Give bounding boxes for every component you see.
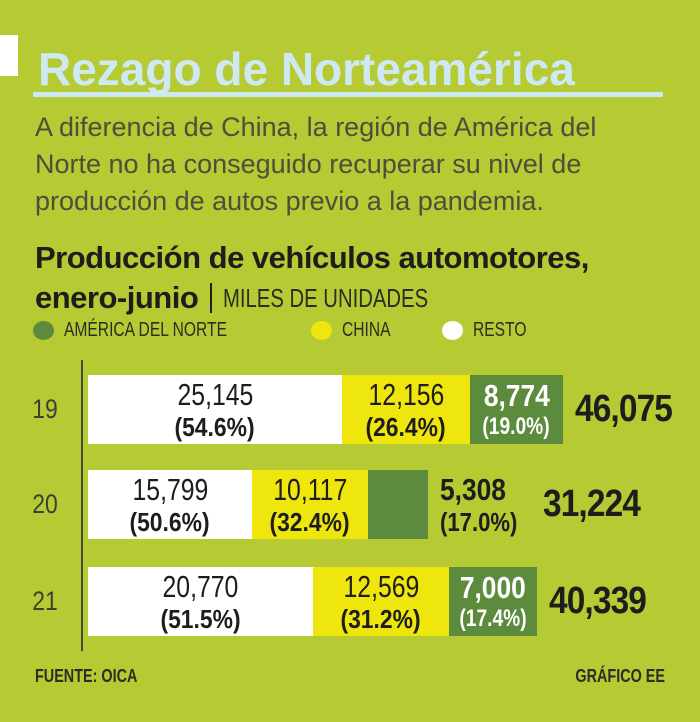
row-total-label: 40,339 <box>549 580 647 622</box>
footer: FUENTE: OICA GRÁFICO EE <box>35 666 665 687</box>
bar-segment-america-del-norte: 8,774 (19.0%) <box>470 375 563 444</box>
chart-title-period: enero-junio <box>35 280 199 315</box>
segment-percent-label: (17.0%) <box>440 507 518 537</box>
legend-label: RESTO <box>473 318 527 341</box>
segment-value-label: 25,145 <box>177 377 253 412</box>
segment-value-label: 8,774 <box>483 378 550 413</box>
segment-percent-label: (26.4%) <box>365 412 447 442</box>
legend-dot-white-icon <box>442 320 464 340</box>
chart-title: Producción de vehículos automotores, ene… <box>35 240 589 315</box>
legend-label: CHINA <box>341 318 391 341</box>
legend-dot-yellow-icon <box>310 320 332 340</box>
stacked-bar: 20,770 (51.5%) 12,569 (31.2%) 7,000 (17.4%) <box>88 567 537 636</box>
legend-item-america-del-norte: AMÉRICA DEL NORTE <box>33 319 273 342</box>
segment-percent-label: (32.4%) <box>269 507 351 537</box>
stacked-bar: 15,799 (50.6%) 10,117 (32.4%) <box>88 470 428 539</box>
subtitle-line-1: A diferencia de China, la región de Amér… <box>35 112 597 142</box>
subtitle-line-2: Norte no ha conseguido recuperar su nive… <box>35 149 582 179</box>
subtitle-line-3: producción de autos previo a la pandemia… <box>35 186 544 216</box>
segment-value-label: 7,000 <box>460 570 526 605</box>
segment-value-label: 12,156 <box>368 377 444 412</box>
bar-segment-resto: 25,145 (54.6%) <box>88 375 342 444</box>
chart-title-line-2: enero-junio MILES DE UNIDADES <box>35 280 589 315</box>
segment-percent-label: (19.0%) <box>482 413 551 440</box>
segment-percent-label: (54.6%) <box>174 412 256 442</box>
subtitle: A diferencia de China, la región de Amér… <box>35 109 685 220</box>
bar-segment-resto: 15,799 (50.6%) <box>88 470 252 539</box>
segment-percent-label: (50.6%) <box>129 507 211 537</box>
bar-chart: 19 25,145 (54.6%) 12,156 (26.4%) 8,774 (19.0%)… <box>0 375 700 636</box>
chart-legend: AMÉRICA DEL NORTE CHINA RESTO <box>33 319 542 341</box>
bar-segment-america-del-norte <box>368 470 428 539</box>
segment-percent-label: (31.2%) <box>340 604 422 634</box>
unit-label: MILES DE UNIDADES <box>223 282 429 313</box>
legend-item-resto: RESTO <box>442 319 542 342</box>
segment-percent-label: (51.5%) <box>160 604 241 634</box>
segment-value-label: 12,569 <box>343 569 419 604</box>
title-accent-square <box>0 35 18 76</box>
bar-segment-resto: 20,770 (51.5%) <box>88 567 313 636</box>
legend-item-china: CHINA <box>310 318 404 342</box>
bar-segment-america-del-norte: 7,000 (17.4%) <box>449 567 537 636</box>
bar-row-20: 20 15,799 (50.6%) 10,117 (32.4%) 5,308 (17.0%)… <box>0 470 700 539</box>
segment-value-label: 20,770 <box>162 569 239 604</box>
bar-segment-china: 10,117 (32.4%) <box>252 470 368 539</box>
row-total-label: 46,075 <box>575 388 673 430</box>
chart-title-line-1: Producción de vehículos automotores, <box>35 240 589 275</box>
credit-label: GRÁFICO EE <box>575 666 665 686</box>
segment-outside-label-america-del-norte: 5,308 (17.0%) <box>440 474 517 535</box>
segment-value-label: 10,117 <box>272 472 347 507</box>
legend-label: AMÉRICA DEL NORTE <box>64 318 227 341</box>
title-underline <box>33 92 663 97</box>
row-total-label: 31,224 <box>543 483 641 525</box>
year-label: 21 <box>32 586 58 616</box>
bar-segment-china: 12,569 (31.2%) <box>313 567 449 636</box>
separator-bar <box>210 283 213 313</box>
segment-value-label: 15,799 <box>132 472 208 507</box>
stacked-bar: 25,145 (54.6%) 12,156 (26.4%) 8,774 (19.0%) <box>88 375 563 444</box>
page-title: Rezago de Norteamérica <box>38 43 575 95</box>
bar-row-21: 21 20,770 (51.5%) 12,569 (31.2%) 7,000 (17.4%)… <box>0 567 700 636</box>
bar-row-19: 19 25,145 (54.6%) 12,156 (26.4%) 8,774 (19.0%)… <box>0 375 700 444</box>
segment-value-label: 5,308 <box>440 472 506 507</box>
legend-dot-green-icon <box>33 320 54 340</box>
segment-percent-label: (17.4%) <box>459 605 527 632</box>
y-axis-line <box>81 360 83 651</box>
year-label: 19 <box>32 394 58 424</box>
bar-segment-china: 12,156 (26.4%) <box>342 375 470 444</box>
source-label: FUENTE: OICA <box>35 666 138 686</box>
year-label: 20 <box>32 489 58 519</box>
